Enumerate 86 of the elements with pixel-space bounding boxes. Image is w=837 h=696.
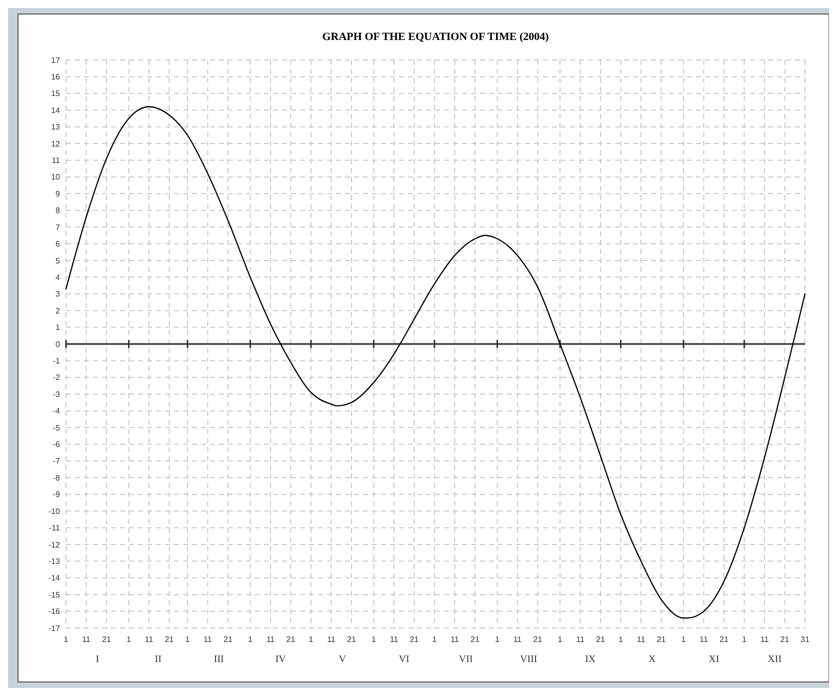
x-tick-label: 21	[720, 635, 730, 644]
x-tick-label: 11	[636, 635, 646, 644]
x-tick-label: 21	[596, 635, 606, 644]
y-tick-label: -7	[52, 456, 61, 466]
y-tick-label: 17	[51, 56, 61, 65]
y-tick-label: 14	[51, 106, 61, 115]
x-tick-label: 31	[800, 635, 810, 644]
y-tick-label: 2	[56, 306, 61, 316]
x-tick-label: 11	[450, 635, 460, 644]
x-tick-label: 1	[618, 635, 624, 644]
y-tick-label: -16	[48, 607, 61, 616]
text: II	[154, 654, 162, 665]
x-tick-label: 21	[286, 635, 296, 644]
x-tick-label: 1	[64, 635, 69, 644]
text: III	[214, 654, 224, 665]
y-tick-label: -6	[52, 440, 61, 450]
y-tick-label: 5	[56, 256, 61, 266]
x-tick-label: 1	[432, 635, 438, 644]
x-tick-label: 1	[495, 635, 500, 644]
text: X	[648, 654, 657, 665]
x-tick-label: 1	[372, 635, 377, 644]
x-tick-label: 11	[576, 635, 585, 644]
y-tick-label: 10	[51, 172, 61, 182]
x-tick-label: 21	[780, 635, 790, 644]
x-tick-label: 21	[470, 635, 480, 644]
text: VI	[398, 654, 410, 665]
x-tick-label: 21	[224, 635, 233, 644]
y-tick-label: 11	[52, 156, 61, 166]
y-tick-label: -9	[52, 490, 61, 500]
x-tick-label: 1	[248, 635, 254, 644]
y-tick-label: 7	[56, 222, 61, 232]
y-tick-label: -5	[52, 423, 61, 432]
y-tick-label: 1	[56, 323, 61, 332]
y-tick-label: -4	[52, 406, 61, 416]
x-tick-label: 11	[390, 635, 399, 644]
x-tick-label: 1	[558, 635, 563, 644]
y-tick-label: 12	[51, 139, 61, 148]
y-tick-label: 8	[56, 206, 61, 216]
y-tick-label: 15	[51, 89, 61, 98]
x-tick-label: 21	[533, 635, 543, 644]
line-series	[65, 106, 806, 619]
x-tick-label: 21	[410, 635, 420, 644]
text: VII	[458, 654, 473, 665]
x-tick-label: 11	[144, 635, 154, 644]
y-tick-label: 9	[56, 189, 61, 198]
y-tick-label: 4	[56, 272, 61, 282]
text: I	[96, 654, 100, 665]
text: VIII	[520, 654, 538, 665]
y-tick-label: -2	[52, 373, 61, 382]
x-tick-label: 21	[164, 635, 174, 644]
x-tick-label: 11	[266, 635, 276, 644]
y-tick-label: -12	[48, 540, 61, 550]
x-tick-label: 1	[126, 635, 132, 644]
x-tick-label: 21	[656, 635, 666, 644]
text: IX	[585, 654, 596, 665]
x-tick-label: 1	[185, 635, 190, 644]
x-tick-label: 21	[102, 635, 112, 644]
chart-title: GRAPH OF THE EQUATION OF TIME (2004)	[322, 31, 550, 43]
y-tick-label: -15	[48, 590, 61, 600]
y-tick-label: -14	[48, 574, 61, 583]
y-tick-label: -17	[48, 624, 61, 633]
y-tick-label: -11	[49, 524, 61, 533]
text: XI	[708, 654, 720, 665]
y-tick-label: 6	[56, 240, 61, 249]
x-tick-label: 1	[681, 635, 686, 644]
y-tick-label: -1	[52, 356, 61, 366]
y-tick-label: -8	[52, 473, 61, 482]
y-tick-label: -3	[52, 390, 61, 399]
x-tick-label: 1	[308, 635, 314, 644]
x-tick-label: 11	[204, 635, 212, 644]
x-tick-label: 11	[82, 635, 91, 644]
x-tick-label: 1	[742, 635, 748, 644]
text: XII	[768, 654, 782, 665]
y-tick-label: 3	[56, 290, 61, 299]
y-tick-label: -13	[48, 556, 61, 566]
text: V	[338, 654, 347, 665]
x-tick-label: 11	[513, 635, 522, 644]
y-tick-label: 0	[56, 340, 61, 349]
text: IV	[275, 654, 287, 665]
x-tick-label: 21	[347, 635, 356, 644]
x-tick-label: 11	[327, 635, 336, 644]
x-tick-label: 11	[700, 635, 708, 644]
y-tick-label: 16	[51, 72, 61, 82]
x-tick-label: 11	[760, 635, 770, 644]
y-tick-label: -10	[48, 506, 61, 516]
y-tick-label: 13	[51, 122, 61, 132]
